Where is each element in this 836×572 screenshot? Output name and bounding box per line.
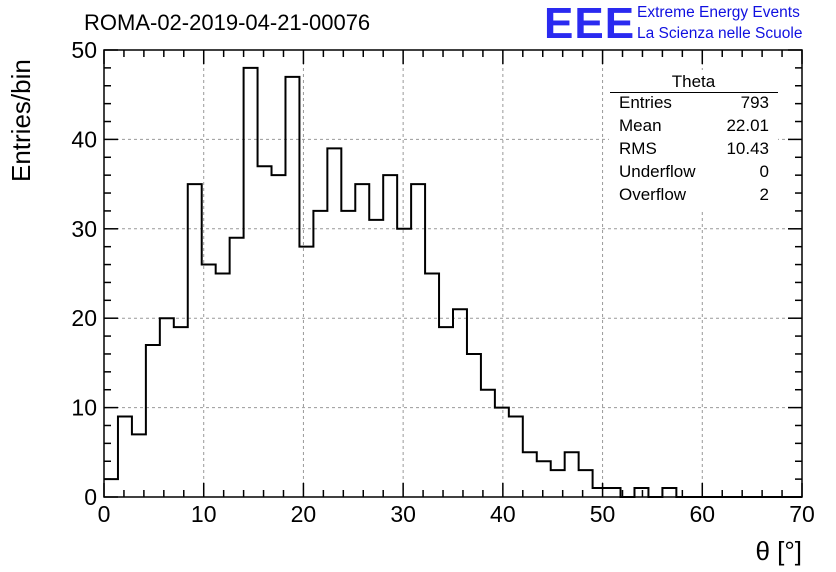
x-tick-label: 40 [490,501,516,527]
stats-row-entries: Entries 793 [619,93,769,115]
logo-text-line-2: La Scienza nelle Scuole [637,25,803,42]
y-tick-labels: 0 10 20 30 40 50 [71,37,97,510]
stats-box: Theta Entries 793 Mean 22.01 RMS 10.43 U… [609,70,778,210]
axis-ticks [103,49,803,498]
x-axis-title: θ [°] [755,536,802,566]
y-axis-title: Entries/bin [6,59,36,182]
stats-row-rms: RMS 10.43 [619,139,769,161]
stats-key: Entries [619,93,672,112]
stats-row-underflow: Underflow 0 [619,162,769,184]
x-tick-label: 20 [291,501,317,527]
stats-key: Overflow [619,185,687,204]
stats-key: Underflow [619,162,696,181]
histogram-outline [104,66,802,498]
stats-title: Theta [671,72,716,91]
run-title: ROMA-02-2019-04-21-00076 [84,10,371,35]
y-tick-label: 20 [71,305,97,331]
x-tick-label: 50 [590,501,616,527]
x-tick-label: 10 [191,501,217,527]
x-tick-label: 70 [789,501,815,527]
stats-key: RMS [619,139,657,158]
eee-logo: EEE [544,0,636,48]
stats-divider [610,92,778,93]
stats-row-mean: Mean 22.01 [619,116,769,138]
stats-value: 0 [759,162,769,181]
plot-frame [103,49,803,498]
stats-value: 793 [740,93,769,112]
y-tick-label: 50 [71,37,97,63]
x-tick-label: 30 [390,501,416,527]
x-tick-label: 0 [98,501,111,527]
stats-value: 22.01 [726,116,769,135]
stats-value: 10.43 [726,139,769,158]
x-tick-labels: 0 10 20 30 40 50 60 70 [98,501,815,527]
stats-key: Mean [619,116,662,135]
x-tick-label: 60 [689,501,715,527]
stats-row-overflow: Overflow 2 [619,185,769,207]
y-tick-label: 30 [71,216,97,242]
stats-value: 2 [759,185,769,204]
y-tick-label: 10 [71,395,97,421]
y-tick-label: 40 [71,126,97,152]
y-tick-label: 0 [84,484,97,510]
logo-text-line-1: Extreme Energy Events [637,4,800,21]
